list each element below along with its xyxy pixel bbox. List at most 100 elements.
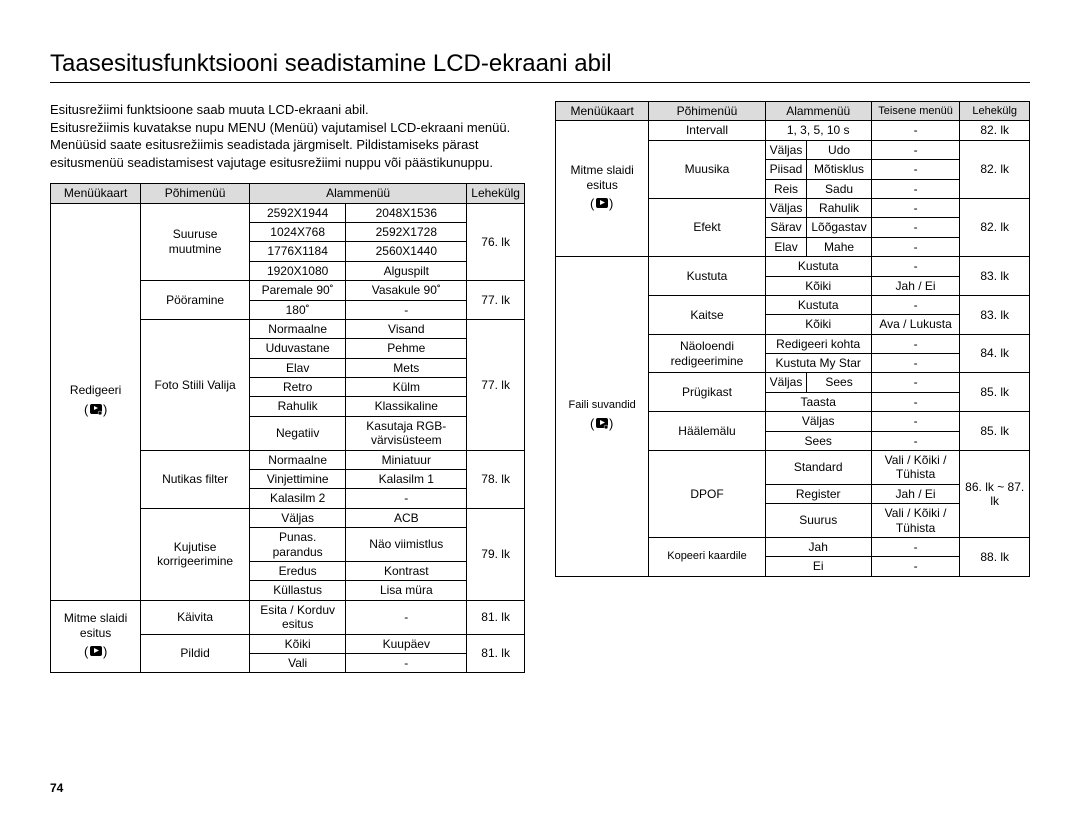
col-teisene: Teisene menüü <box>871 102 960 121</box>
cell: Sees <box>807 373 871 392</box>
page-ref: 82. lk <box>960 121 1030 140</box>
cell: Normaalne <box>249 450 345 469</box>
cell: Kalasilm 2 <box>249 489 345 508</box>
cell: - <box>871 431 960 450</box>
cell: Vali / Kõiki / Tühista <box>871 451 960 485</box>
left-table: Menüükaart Põhimenüü Alammenüü Lehekülg … <box>50 183 525 673</box>
slideshow-icon: ( ) <box>588 194 616 214</box>
cell: Särav <box>765 218 807 237</box>
pohi-haalemalu: Häälemälu <box>649 412 765 451</box>
cell: 1920X1080 <box>249 261 345 280</box>
pohi-intervall: Intervall <box>649 121 765 140</box>
table-header-row: Menüükaart Põhimenüü Alammenüü Lehekülg <box>51 184 525 203</box>
cell: Visand <box>346 319 467 338</box>
cell: Klassikaline <box>346 397 467 416</box>
cell: Rahulik <box>249 397 345 416</box>
cell: Kõiki <box>765 276 871 295</box>
cell: Mõtisklus <box>807 160 871 179</box>
cell: Eredus <box>249 562 345 581</box>
mitme-label: Mitme slaidi esitus <box>64 611 127 639</box>
page-ref: 77. lk <box>467 281 525 320</box>
cell: Kuupäev <box>346 634 467 653</box>
cell: - <box>871 218 960 237</box>
cell: Kustuta <box>765 295 871 314</box>
cell: Standard <box>765 451 871 485</box>
cell: Elav <box>249 358 345 377</box>
cell: Mets <box>346 358 467 377</box>
table-header-row: Menüükaart Põhimenüü Alammenüü Teisene m… <box>556 102 1030 121</box>
columns: Esitusrežiimi funktsioone saab muuta LCD… <box>50 101 1030 673</box>
cell: Register <box>765 484 871 503</box>
right-table: Menüükaart Põhimenüü Alammenüü Teisene m… <box>555 101 1030 577</box>
col-lehekylg: Lehekülg <box>467 184 525 203</box>
pohi-pooramine: Pööramine <box>141 281 250 320</box>
page-ref: 85. lk <box>960 373 1030 412</box>
col-alammenuu: Alammenüü <box>765 102 871 121</box>
page-ref: 88. lk <box>960 537 1030 576</box>
edit-icon: ( ) <box>82 400 110 420</box>
cell: - <box>346 489 467 508</box>
cell: - <box>871 295 960 314</box>
svg-text:(: ( <box>590 416 595 431</box>
cell: Sees <box>765 431 871 450</box>
pohi-prugikast: Prügikast <box>649 373 765 412</box>
cell: Ava / Lukusta <box>871 315 960 334</box>
cell: 1776X1184 <box>249 242 345 261</box>
cell: Kustuta <box>765 257 871 276</box>
page-ref: 86. lk ~ 87. lk <box>960 451 1030 538</box>
col-menuukaart: Menüükaart <box>556 102 649 121</box>
cell: Jah / Ei <box>871 276 960 295</box>
pohi-naoloendi: Näoloendi redigeerimine <box>649 334 765 373</box>
page-ref: 83. lk <box>960 295 1030 334</box>
svg-text:): ) <box>103 402 107 417</box>
faili-label: Faili suvandid <box>569 399 636 411</box>
page-ref: 78. lk <box>467 450 525 508</box>
right-column: Menüükaart Põhimenüü Alammenüü Teisene m… <box>555 101 1030 673</box>
cell: Udo <box>807 140 871 159</box>
cell: 2592X1728 <box>346 222 467 241</box>
cell: - <box>871 121 960 140</box>
cell: - <box>871 179 960 198</box>
page-ref: 76. lk <box>467 203 525 281</box>
cell: Vali <box>249 653 345 672</box>
cell: Alguspilt <box>346 261 467 280</box>
cell: - <box>871 412 960 431</box>
cell: Rahulik <box>807 198 871 217</box>
cell: Redigeeri kohta <box>765 334 871 353</box>
col-lehekylg: Lehekülg <box>960 102 1030 121</box>
pohi-kaivita: Käivita <box>141 600 250 634</box>
pohi-muusika: Muusika <box>649 140 765 198</box>
intro-text: Esitusrežiimi funktsioone saab muuta LCD… <box>50 101 525 171</box>
cell: Piisad <box>765 160 807 179</box>
pohi-pildid: Pildid <box>141 634 250 673</box>
page-ref: 82. lk <box>960 198 1030 256</box>
cell: Mahe <box>807 237 871 256</box>
cell: Suurus <box>765 504 871 538</box>
cell: Elav <box>765 237 807 256</box>
cell: Lisa müra <box>346 581 467 600</box>
cell: - <box>871 237 960 256</box>
svg-text:): ) <box>609 196 613 211</box>
cell: 180˚ <box>249 300 345 319</box>
col-menuukaart: Menüükaart <box>51 184 141 203</box>
cell: Väljas <box>765 198 807 217</box>
svg-text:(: ( <box>84 402 89 417</box>
redigeeri-label: Redigeeri <box>70 383 121 397</box>
cell: - <box>871 140 960 159</box>
menukaart-mitme-right: Mitme slaidi esitus ( ) <box>556 121 649 257</box>
page-ref: 79. lk <box>467 508 525 600</box>
page-ref: 82. lk <box>960 140 1030 198</box>
pohi-kujutise: Kujutise korrigeerimine <box>141 508 250 600</box>
cell: - <box>346 653 467 672</box>
page-ref: 83. lk <box>960 257 1030 296</box>
page-ref: 81. lk <box>467 634 525 673</box>
cell: - <box>871 334 960 353</box>
cell: - <box>871 392 960 411</box>
cell: Normaalne <box>249 319 345 338</box>
cell: Kustuta My Star <box>765 354 871 373</box>
cell: - <box>871 257 960 276</box>
slideshow-icon: ( ) <box>82 642 110 662</box>
pohi-suuruse: Suuruse muutmine <box>141 203 250 281</box>
mitme-label: Mitme slaidi esitus <box>570 163 633 191</box>
cell: Kõiki <box>765 315 871 334</box>
